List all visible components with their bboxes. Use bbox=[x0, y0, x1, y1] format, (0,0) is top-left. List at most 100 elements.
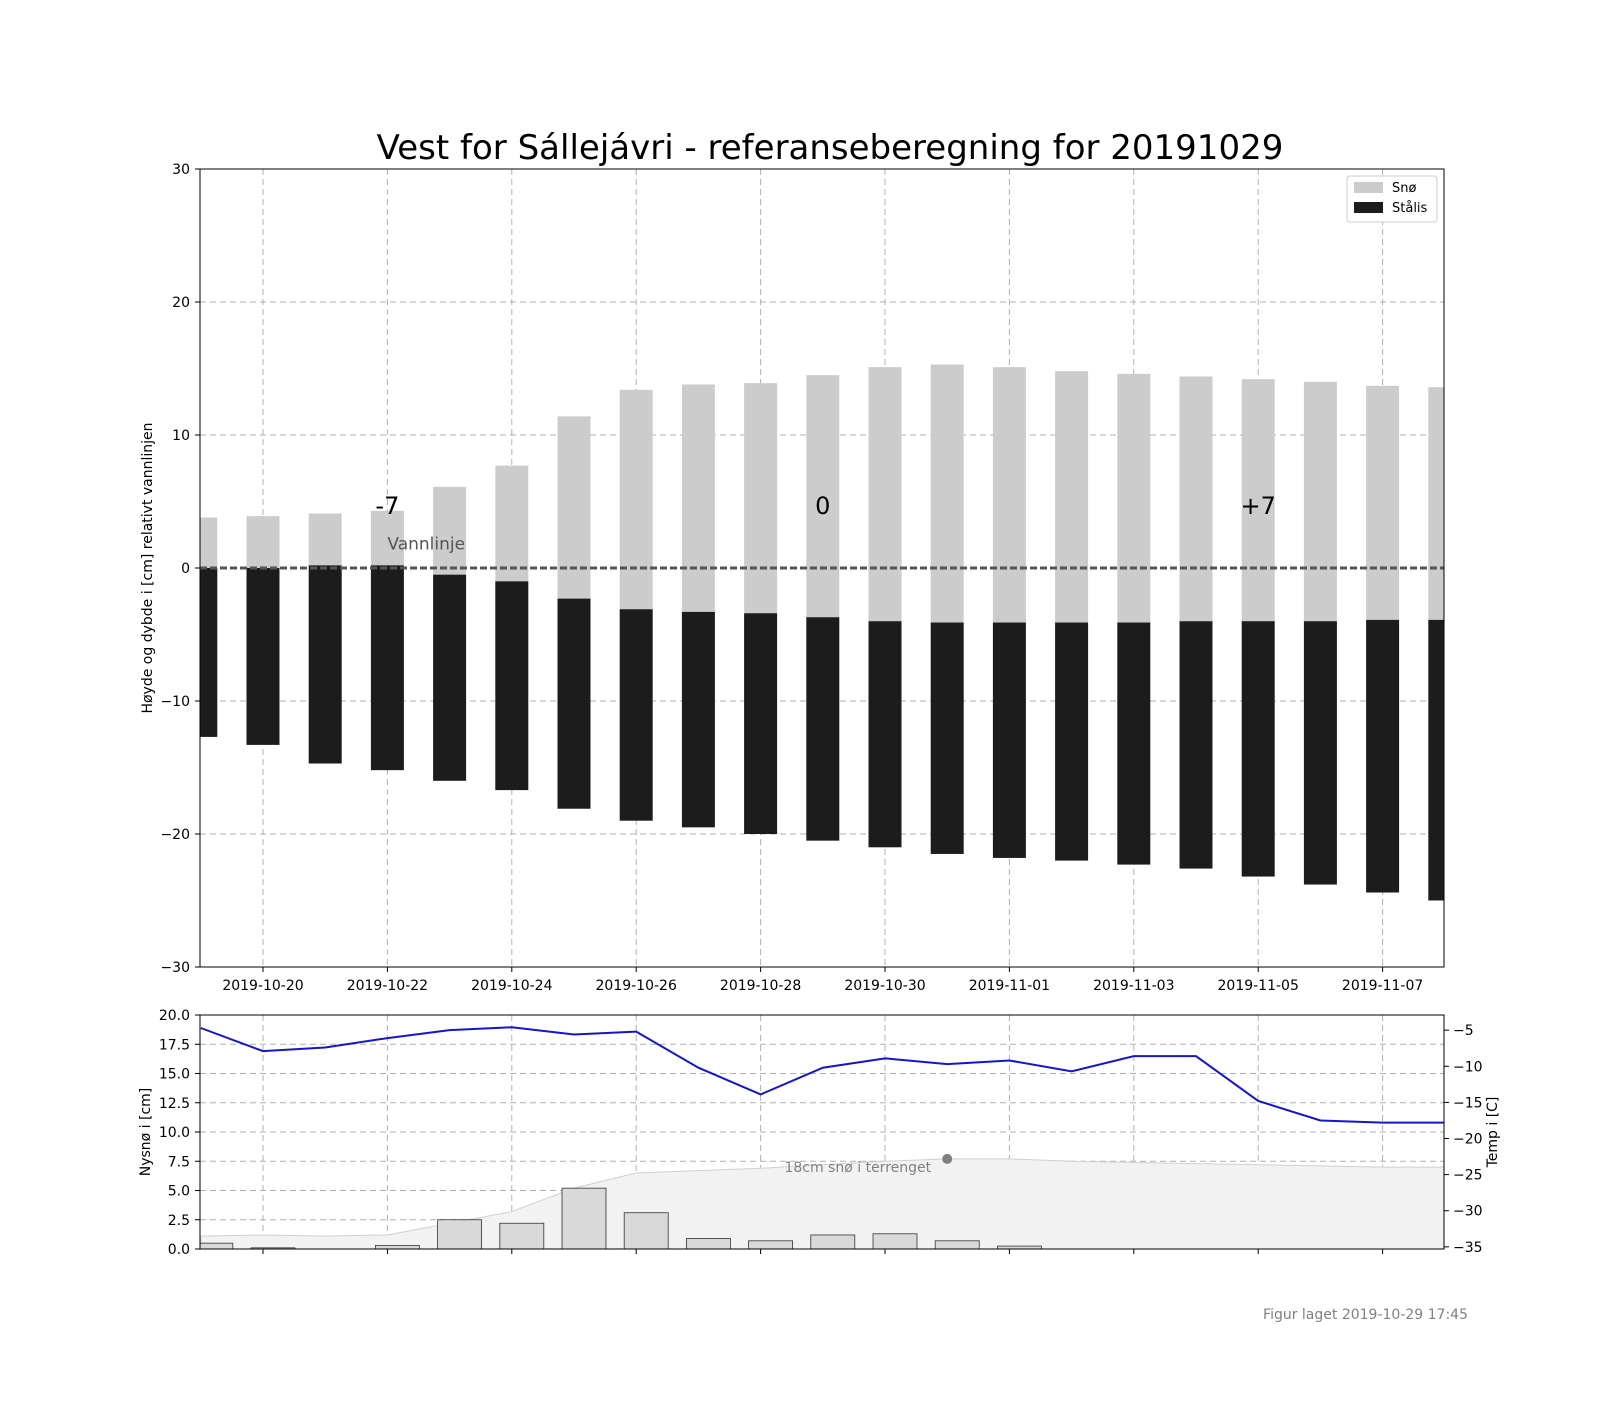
sub-ytick-label: 0.0 bbox=[168, 1242, 190, 1258]
sub-y2tick-label: −25 bbox=[1453, 1168, 1483, 1184]
snow-bar bbox=[744, 383, 778, 614]
sub-data bbox=[200, 1026, 1444, 1249]
legend: Snø Stålis bbox=[1346, 175, 1438, 223]
new-snow-bar bbox=[437, 1219, 483, 1249]
new-snow-bar bbox=[200, 1242, 234, 1249]
main-xtick-label: 2019-11-03 bbox=[1093, 978, 1174, 994]
chart-title: Vest for Sállejávri - referanseberegning… bbox=[376, 128, 1284, 168]
main-ytick-label: 0 bbox=[181, 561, 190, 577]
snow-bar bbox=[495, 465, 529, 582]
ice-bar bbox=[1428, 619, 1444, 901]
main-xtick-label: 2019-11-07 bbox=[1342, 978, 1423, 994]
sub-ytick-label: 15.0 bbox=[159, 1067, 190, 1083]
ice-bar bbox=[246, 568, 280, 745]
main-xtick-label: 2019-10-30 bbox=[844, 978, 925, 994]
main-xtick-label: 2019-11-05 bbox=[1218, 978, 1299, 994]
main-ytick-label: −30 bbox=[160, 960, 190, 976]
new-snow-bar bbox=[499, 1222, 545, 1249]
sub-y2tick-label: −15 bbox=[1453, 1095, 1483, 1111]
snow-bar bbox=[1303, 381, 1337, 622]
ice-bar bbox=[744, 613, 778, 834]
main-xtick-label: 2019-10-20 bbox=[222, 978, 303, 994]
sub-y2tick-label: −5 bbox=[1453, 1023, 1474, 1039]
snow-bar bbox=[681, 384, 715, 612]
ice-bar bbox=[370, 565, 404, 771]
main-ylabel: Høyde og dybde i [cm] relativt vannlinje… bbox=[140, 422, 156, 713]
new-snow-bar bbox=[623, 1212, 669, 1249]
ice-bar bbox=[308, 565, 342, 764]
ice-bar bbox=[930, 622, 964, 854]
snow-bar bbox=[200, 517, 218, 568]
ice-bar bbox=[681, 611, 715, 828]
snow-bar bbox=[1241, 379, 1275, 622]
ice-bar bbox=[1179, 621, 1213, 869]
snow-bar bbox=[806, 375, 840, 618]
snow-bar bbox=[1428, 387, 1444, 620]
new-snow-bar bbox=[872, 1233, 918, 1249]
snow-bar bbox=[992, 367, 1026, 623]
legend-swatch-ice bbox=[1354, 202, 1383, 213]
new-snow-bar bbox=[561, 1187, 607, 1249]
new-snow-bar bbox=[810, 1234, 856, 1249]
ice-bar bbox=[1303, 621, 1337, 885]
sub-ytick-label: 17.5 bbox=[159, 1037, 190, 1053]
legend-label-snow: Snø bbox=[1392, 181, 1416, 196]
snow-bar bbox=[433, 486, 467, 575]
new-snow-bar bbox=[686, 1238, 731, 1249]
snow-bar bbox=[619, 389, 653, 610]
main-xtick-label: 2019-10-22 bbox=[347, 978, 428, 994]
sub-ytick-label: 12.5 bbox=[159, 1096, 190, 1112]
sub-ytick-label: 7.5 bbox=[168, 1154, 190, 1170]
ice-bar bbox=[806, 617, 840, 841]
ice-bar bbox=[200, 568, 218, 737]
legend-swatch-snow bbox=[1354, 182, 1383, 193]
terrain-marker bbox=[942, 1153, 953, 1164]
main-ytick-label: −20 bbox=[160, 827, 190, 843]
snow-bar bbox=[930, 364, 964, 623]
ice-bar bbox=[495, 581, 529, 791]
new-snow-bar bbox=[748, 1240, 793, 1249]
terrain-snow-label: 18cm snø i terrenget bbox=[784, 1160, 931, 1176]
ice-bar bbox=[1366, 619, 1400, 893]
sub-ytick-label: 5.0 bbox=[168, 1184, 190, 1200]
new-snow-bar bbox=[934, 1240, 980, 1249]
sub-ytick-label: 20.0 bbox=[159, 1008, 190, 1024]
snow-bar bbox=[557, 416, 591, 599]
snow-bar bbox=[246, 516, 280, 568]
snow-bar bbox=[308, 513, 342, 566]
sub-ytick-label: 10.0 bbox=[159, 1125, 190, 1141]
sub-y2tick-label: −35 bbox=[1453, 1240, 1483, 1256]
ice-bar bbox=[1117, 622, 1151, 865]
ice-bar bbox=[868, 621, 902, 848]
legend-label-ice: Stålis bbox=[1392, 201, 1428, 216]
waterline-label: Vannlinje bbox=[387, 534, 465, 554]
main-ytick-label: −10 bbox=[160, 694, 190, 710]
day-offset-label: 0 bbox=[815, 492, 830, 520]
footer-note: Figur laget 2019-10-29 17:45 bbox=[1263, 1307, 1468, 1323]
snow-bar bbox=[1055, 371, 1089, 623]
main-bars bbox=[200, 364, 1444, 901]
ice-bar bbox=[1241, 621, 1275, 877]
snow-bar bbox=[1366, 385, 1400, 620]
sub-y2tick-label: −10 bbox=[1453, 1059, 1483, 1075]
sub-y2tick-label: −30 bbox=[1453, 1204, 1483, 1220]
main-xtick-label: 2019-11-01 bbox=[969, 978, 1050, 994]
main-xtick-label: 2019-10-28 bbox=[720, 978, 801, 994]
main-xtick-label: 2019-10-24 bbox=[471, 978, 552, 994]
main-xtick-label: 2019-10-26 bbox=[596, 978, 677, 994]
snow-bar bbox=[868, 367, 902, 622]
sub-plot: 18cm snø i terrenget 0.0 2.5 5.0 7.5 10.0 12.5… bbox=[138, 1008, 1501, 1258]
sub-ytick-label: 2.5 bbox=[168, 1213, 190, 1229]
sub-y2label: Temp i [C] bbox=[1485, 1097, 1501, 1169]
sub-y2tick-label: −20 bbox=[1453, 1132, 1483, 1148]
day-offset-label: -7 bbox=[375, 492, 399, 520]
snow-bar bbox=[1117, 373, 1151, 623]
sub-ylabel: Nysnø i [cm] bbox=[138, 1088, 154, 1177]
ice-bar bbox=[992, 622, 1026, 858]
day-offset-label: +7 bbox=[1241, 492, 1276, 520]
ice-bar bbox=[557, 598, 591, 809]
ice-bar bbox=[619, 609, 653, 821]
temperature-line bbox=[200, 1026, 1444, 1124]
